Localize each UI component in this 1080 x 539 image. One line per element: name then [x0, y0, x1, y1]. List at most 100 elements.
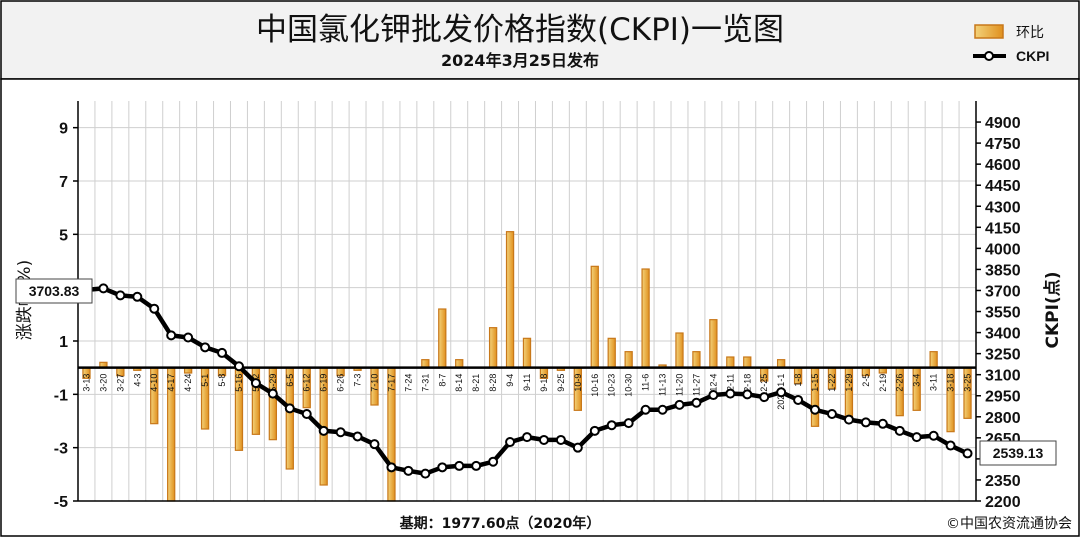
y-left-tick-label: 7	[59, 174, 68, 191]
chart-subtitle: 2024年3月25日发布	[441, 51, 599, 70]
x-tick-label: 4-10	[149, 374, 159, 392]
x-tick-label: 8-7	[437, 374, 447, 387]
bar-9-11	[522, 337, 532, 369]
x-tick-label: 10-16	[590, 374, 600, 397]
header-band	[0, 0, 1080, 80]
y-right-tick-label: 3700	[985, 283, 1021, 300]
ckpi-point-10-16	[589, 425, 600, 436]
ckpi-point-7-10	[369, 439, 380, 450]
x-tick-label: 7-17	[386, 374, 396, 392]
y-left-tick-label: 1	[59, 334, 68, 351]
x-tick-label: 10-23	[607, 374, 617, 397]
ckpi-point-5-22	[250, 378, 261, 389]
x-tick-label: 3-18	[946, 374, 956, 392]
ckpi-point-3-20	[98, 283, 109, 294]
ckpi-point-3-11	[928, 430, 939, 441]
bar-series	[82, 231, 972, 502]
y-right-tick-label: 4600	[985, 157, 1021, 174]
x-tick-label: 4-3	[132, 374, 142, 387]
end-value-callout: 2539.13	[979, 440, 1057, 466]
x-tick-label: 4-24	[183, 374, 193, 392]
y-right-tick-label: 3850	[985, 262, 1021, 279]
x-tick-label: 2-19	[878, 374, 888, 392]
y-right-tick-label: 2350	[985, 473, 1021, 490]
x-tick-label: 3-25	[963, 374, 973, 392]
ckpi-point-11-20	[674, 399, 685, 410]
x-tick-label: 6-19	[319, 374, 329, 392]
ckpi-point-1-22	[826, 408, 837, 419]
copyright-note: ©中国农资流通协会	[946, 516, 1072, 532]
x-tick-label: 11-20	[674, 374, 684, 396]
y-right-tick-label: 3250	[985, 347, 1021, 364]
ckpi-point-5-16	[233, 361, 244, 372]
ckpi-point-8-14	[454, 460, 465, 471]
ckpi-point-9-25	[555, 434, 566, 445]
ckpi-point-4-17	[166, 330, 177, 341]
ckpi-point-10-9	[572, 442, 583, 453]
bar-12-11	[726, 356, 735, 369]
x-tick-label: 8-21	[471, 374, 481, 392]
ckpi-point-4-3	[132, 291, 143, 302]
bar-10-30	[624, 351, 633, 369]
bar-10-16	[590, 265, 599, 369]
y-left-tick-label: 9	[59, 121, 68, 138]
x-tick-label: 2-5	[861, 374, 871, 387]
ckpi-point-4-24	[183, 332, 194, 343]
x-tick-label: 3-27	[115, 374, 125, 392]
ckpi-point-10-30	[623, 418, 634, 429]
end-callout-text: 2539.13	[993, 445, 1044, 461]
ckpi-point-3-4	[911, 432, 922, 443]
ckpi-point-11-13	[657, 404, 668, 415]
bar-11-6	[641, 268, 650, 369]
x-tick-label: 3-20	[98, 374, 108, 392]
base-period-note: 基期：1977.60点（2020年）	[400, 515, 601, 532]
end-callout-box	[979, 440, 1057, 466]
ckpi-point-6-26	[335, 427, 346, 438]
x-tick-label: 7-24	[403, 374, 413, 392]
x-tick-label: 1-29	[844, 374, 854, 392]
ckpi-point-5-8	[217, 347, 228, 358]
x-tick-label: 3-4	[912, 374, 922, 387]
start-value-callout: 3703.83	[15, 278, 93, 304]
y-right-tick-label: 3100	[985, 368, 1021, 385]
x-tick-label: 8-28	[488, 374, 498, 392]
x-tick-label: 1-8	[793, 374, 803, 387]
y-right-tick-label: 4300	[985, 199, 1021, 216]
y-axis-right-title: CKPI(点)	[1042, 272, 1063, 349]
chart-title: 中国氯化钾批发价格指数(CKPI)一览图	[256, 12, 784, 48]
ckpi-point-7-3	[352, 431, 363, 442]
ckpi-point-1-8	[793, 394, 804, 405]
ckpi-point-11-27	[691, 397, 702, 408]
ckpi-point-6-12	[301, 408, 312, 419]
x-tick-label: 6-26	[336, 374, 346, 392]
ckpi-point-4-10	[149, 303, 160, 314]
ckpi-point-3-27	[115, 290, 126, 301]
x-tick-label: 11-13	[658, 374, 668, 396]
ckpi-point-1-15	[810, 404, 821, 415]
ckpi-point-6-5	[284, 403, 295, 414]
ckpi-point-12-4	[708, 390, 719, 401]
x-tick-label: 10-9	[573, 374, 583, 392]
ckpi-point-6-19	[318, 425, 329, 436]
y-right-tick-label: 3400	[985, 326, 1021, 343]
start-callout-box	[15, 278, 93, 304]
x-tick-label: 4-17	[166, 374, 176, 392]
y-left-tick-label: -1	[54, 387, 68, 404]
y-left-tick-label: 5	[59, 227, 68, 244]
bar-10-23	[607, 337, 616, 369]
ckpi-point-9-11	[522, 432, 532, 443]
ckpi-point-2024-1-1	[776, 387, 787, 398]
y-right-tick-label: 2950	[985, 389, 1021, 406]
y-right-tick-label: 4750	[985, 136, 1021, 153]
x-tick-label: 11-27	[691, 374, 701, 396]
bar-8-28	[488, 327, 498, 369]
x-tick-label: 5-16	[234, 374, 244, 392]
x-tick-label: 1-22	[827, 374, 837, 392]
y-left-tick-label: -3	[54, 441, 68, 458]
y-right-tick-label: 3550	[985, 305, 1021, 322]
ckpi-point-8-7	[437, 462, 448, 473]
x-tick-label: 2-26	[895, 374, 905, 392]
ckpi-point-9-4	[505, 437, 516, 448]
bar-8-7	[438, 308, 447, 369]
